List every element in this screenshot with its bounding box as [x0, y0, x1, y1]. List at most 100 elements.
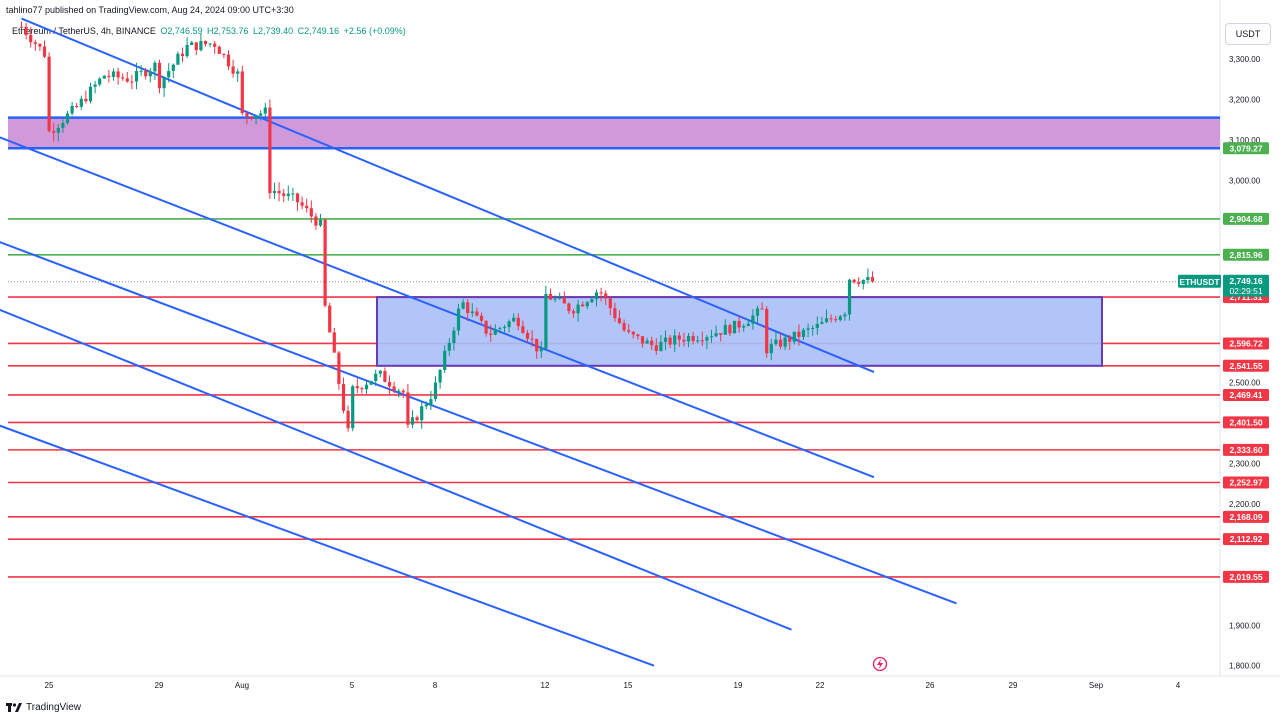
candle-body-26 — [139, 70, 143, 72]
candle-body-126 — [599, 292, 603, 294]
candle-body-71 — [346, 410, 350, 429]
candle-body-140 — [663, 337, 668, 342]
candle-body-75 — [364, 384, 369, 390]
candle-body-31 — [162, 77, 166, 89]
candle-body-125 — [594, 292, 599, 300]
level-tag-0-bg — [1223, 212, 1269, 225]
candle-body-88 — [424, 404, 428, 407]
level-tag-11-bg — [1223, 570, 1269, 583]
candle-body-47 — [236, 71, 240, 74]
flash-icon[interactable] — [872, 656, 888, 672]
level-tag-10-bg — [1223, 533, 1269, 546]
candle-body-32 — [167, 70, 171, 78]
candle-body-136 — [645, 340, 649, 344]
candle-body-177 — [834, 319, 838, 321]
candle-body-50 — [249, 116, 254, 119]
candle-body-7 — [52, 131, 56, 133]
candle-body-148 — [700, 340, 704, 342]
zone-tag: 3,079.27 — [1229, 143, 1262, 153]
price-tick-5: 2,300.00 — [1229, 459, 1261, 468]
candle-body-61 — [300, 202, 304, 206]
level-tag-4-bg — [1223, 359, 1269, 372]
candle-body-79 — [383, 370, 387, 382]
symbol-name[interactable]: Ethereum / TetherUS, 4h, BINANCE — [12, 26, 156, 36]
time-tick-7: 19 — [734, 681, 743, 690]
time-tick-4: 8 — [433, 681, 438, 690]
price-axis[interactable]: 3,300.00 3,200.00 3,100.00 3,000.00 2,500.00… — [1229, 55, 1261, 671]
candle-body-12 — [75, 105, 79, 107]
time-tick-0: 25 — [45, 681, 54, 690]
candle-body-164 — [774, 339, 778, 345]
candle-body-83 — [401, 390, 405, 393]
candle-body-20 — [111, 71, 116, 77]
candle-body-138 — [654, 345, 658, 351]
candle-body-21 — [116, 71, 120, 78]
candle-body-94 — [452, 330, 456, 344]
level-tag-7-bg — [1223, 443, 1269, 456]
candle-body-18 — [102, 75, 106, 79]
candle-body-113 — [539, 348, 543, 352]
time-tick-6: 15 — [624, 681, 633, 690]
price-tick-0: 3,300.00 — [1229, 55, 1261, 64]
candle-body-19 — [107, 75, 111, 77]
candle-body-173 — [815, 323, 819, 329]
candle-body-3 — [33, 42, 37, 44]
candle-body-176 — [829, 318, 833, 320]
candle-body-30 — [157, 62, 162, 89]
candle-body-152 — [719, 333, 723, 335]
candle-body-89 — [429, 399, 433, 405]
candle-body-105 — [502, 327, 507, 329]
candle-body-174 — [820, 322, 824, 324]
candle-body-137 — [650, 340, 654, 346]
countdown-tag: 02:29:51 — [1229, 286, 1262, 296]
candle-body-171 — [806, 328, 810, 330]
candle-body-159 — [751, 315, 755, 324]
candle-body-53 — [263, 107, 267, 114]
candle-body-63 — [309, 208, 313, 217]
candle-body-165 — [778, 339, 783, 347]
brand-label: TradingView — [26, 701, 82, 713]
candle-body-112 — [535, 338, 539, 352]
candle-body-134 — [636, 334, 640, 337]
channel-line-1 — [0, 136, 875, 479]
header: tahlino77 published on TradingView.com, … — [0, 0, 1280, 20]
candle-body-54 — [268, 107, 272, 194]
candle-body-43 — [217, 46, 221, 54]
candle-body-145 — [686, 336, 691, 342]
candle-body-107 — [512, 317, 516, 322]
publisher-text: tahlino77 published on TradingView.com, … — [6, 5, 294, 15]
candle-body-46 — [231, 66, 235, 74]
candle-body-59 — [291, 193, 295, 195]
candle-body-57 — [282, 193, 286, 196]
candle-body-123 — [585, 302, 589, 307]
candle-body-111 — [530, 338, 534, 340]
candle-body-25 — [134, 70, 139, 82]
candle-body-124 — [590, 299, 594, 303]
level-tag-8-bg — [1223, 476, 1269, 489]
candle-body-84 — [406, 392, 410, 425]
candle-body-100 — [479, 315, 484, 321]
candle-body-8 — [56, 127, 60, 133]
candle-body-103 — [493, 329, 497, 335]
candle-body-77 — [374, 373, 378, 382]
candle-body-157 — [742, 326, 746, 328]
candle-body-180 — [847, 279, 852, 315]
candle-body-172 — [811, 328, 815, 330]
level-tag-9-bg — [1223, 510, 1269, 523]
level-tag-3-bg — [1223, 337, 1269, 350]
candle-body-82 — [397, 390, 401, 392]
candle-body-34 — [176, 53, 180, 65]
currency-selector[interactable]: USDT — [1225, 23, 1271, 45]
level-tag-5-bg — [1223, 388, 1269, 401]
candle-body-52 — [259, 113, 263, 116]
channel-line-4 — [0, 424, 655, 667]
candle-body-67 — [328, 305, 332, 333]
candle-body-60 — [295, 193, 300, 203]
candle-body-118 — [562, 297, 566, 304]
candle-body-41 — [208, 43, 212, 45]
candle-body-161 — [760, 308, 764, 310]
time-axis[interactable]: 25 29 Aug 5 8 12 15 19 22 26 29 Sep 4 — [45, 681, 1181, 690]
candle-body-102 — [489, 333, 493, 335]
candle-body-11 — [70, 105, 74, 114]
